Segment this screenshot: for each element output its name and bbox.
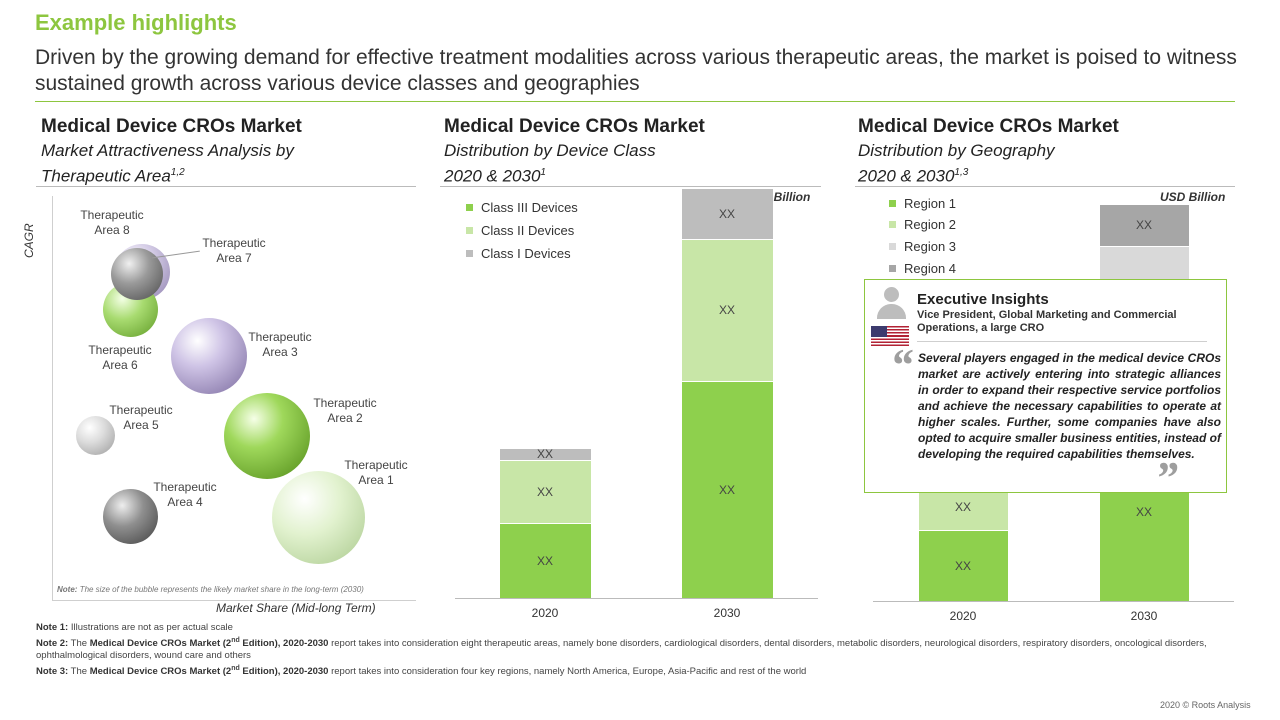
insight-quote: Several players engaged in the medical d…	[918, 351, 1221, 461]
legend-swatch	[466, 204, 473, 211]
panel3-title: Medical Device CROs Market	[858, 116, 1119, 137]
us-flag-icon	[871, 326, 909, 346]
device-class-chart: XX XX XX 2020 XX XX XX 2030	[455, 180, 818, 620]
legend-swatch	[889, 200, 896, 207]
notes: Note 1: Illustrations are not as per act…	[36, 622, 1236, 678]
insight-divider	[917, 341, 1207, 342]
bar-segment-2020-class-i-devices: XX	[499, 447, 591, 462]
bar-value-label: XX	[536, 484, 553, 499]
insight-title: Executive Insights	[917, 291, 1049, 308]
panel3-subtitle-line2: 2020 & 20301,3	[858, 166, 969, 186]
footer-copyright: 2020 © Roots Analysis	[1160, 700, 1251, 710]
legend-region-4: Region 4	[889, 258, 956, 278]
bar-segment-2030-class-ii-devices: XX	[681, 238, 773, 381]
legend-class-i: Class I Devices	[466, 242, 578, 265]
insight-role: Vice President, Global Marketing and Com…	[917, 309, 1177, 334]
panel3-legend: Region 1 Region 2 Region 3 Region 4	[889, 193, 956, 278]
page-title: Example highlights	[35, 10, 237, 35]
note-2: Note 2: The Medical Device CROs Market (…	[36, 636, 1207, 662]
bubble-area-4	[103, 489, 158, 544]
bubble-label-area-4: Therapeutic Area 4	[153, 480, 217, 509]
panel1-title: Medical Device CROs Market	[41, 116, 302, 137]
bar-value-label: XX	[1135, 504, 1152, 519]
panel2-subtitle-line1: Distribution by Device Class	[444, 141, 656, 160]
bubble-label-area-7: Therapeutic Area 7	[202, 236, 266, 265]
bar-segment-2030-class-iii-devices: XX	[681, 380, 773, 598]
bar-value-label: XX	[718, 206, 735, 221]
bubble-area-3	[171, 318, 247, 394]
legend-region-2: Region 2	[889, 214, 956, 235]
header-divider	[35, 101, 1235, 102]
close-quote-icon: ”	[1155, 452, 1178, 503]
bar-segment-2020-region-1: XX	[918, 529, 1008, 601]
panel3-divider	[855, 186, 1235, 187]
bubble-y-axis	[52, 196, 53, 600]
bar-value-label: XX	[718, 482, 735, 497]
x-tick-label-2030: 2030	[1130, 609, 1158, 623]
panel1-subtitle-line1: Market Attractiveness Analysis by	[41, 141, 294, 160]
bubble-area-2	[224, 393, 310, 479]
bar-value-label: XX	[1135, 218, 1152, 233]
bar-segment-2020-class-ii-devices: XX	[499, 460, 591, 523]
bar-segment-2020-class-iii-devices: XX	[499, 522, 591, 598]
panel2-subtitle-line2: 2020 & 20301	[444, 166, 546, 186]
panel2-divider	[440, 186, 821, 187]
bar-value-label: XX	[954, 558, 971, 573]
bar-value-label: XX	[536, 553, 553, 568]
legend-region-3: Region 3	[889, 235, 956, 258]
bubble-size-note: Note: The size of the bubble represents …	[57, 585, 364, 594]
x-tick-label-2020: 2020	[949, 609, 977, 623]
open-quote-icon: “	[890, 339, 913, 390]
legend-swatch	[466, 227, 473, 234]
bar-segment-2030-region-4: XX	[1099, 203, 1189, 246]
legend-swatch	[889, 221, 896, 228]
panel3-unit: USD Billion	[1160, 190, 1226, 204]
note-1: Note 1: Illustrations are not as per act…	[36, 622, 233, 633]
panel2-baseline	[455, 598, 818, 599]
panel1-divider	[36, 186, 416, 187]
bubble-x-axis-label: Market Share (Mid-long Term)	[216, 601, 376, 615]
executive-insight-box: Executive Insights Vice President, Globa…	[864, 279, 1227, 501]
bar-segment-2030-class-i-devices: XX	[681, 188, 773, 239]
panel3-subtitle-line1: Distribution by Geography	[858, 141, 1055, 160]
panel3-baseline	[873, 601, 1234, 602]
bubble-y-axis-label: CAGR	[22, 223, 36, 258]
legend-region-1: Region 1	[889, 193, 956, 214]
note-3: Note 3: The Medical Device CROs Market (…	[36, 664, 807, 677]
legend-class-iii: Class III Devices	[466, 196, 578, 219]
bubble-x-axis	[52, 600, 416, 601]
bubble-label-area-6: Therapeutic Area 6	[88, 343, 152, 372]
bar-value-label: XX	[718, 303, 735, 318]
person-icon	[872, 285, 910, 321]
bubble-label-area-1: Therapeutic Area 1	[344, 458, 408, 487]
bubble-label-area-3: Therapeutic Area 3	[248, 330, 312, 359]
bubble-label-area-2: Therapeutic Area 2	[313, 396, 377, 425]
bubble-area-1	[272, 471, 365, 564]
bubble-label-area-8: Therapeutic Area 8	[80, 208, 144, 237]
page-subtitle: Driven by the growing demand for effecti…	[35, 46, 1237, 95]
bar-value-label: XX	[536, 447, 553, 462]
legend-swatch	[889, 264, 896, 272]
panel1-subtitle-line2: Therapeutic Area1,2	[41, 166, 185, 186]
panel2-title: Medical Device CROs Market	[444, 116, 705, 137]
panel2-legend: Class III Devices Class II Devices Class…	[466, 196, 578, 265]
x-tick-label-2020: 2020	[531, 606, 559, 620]
legend-swatch	[889, 243, 896, 250]
bar-value-label: XX	[954, 500, 971, 515]
bubble-area-5	[76, 416, 115, 455]
x-tick-label-2030: 2030	[713, 606, 741, 620]
legend-swatch	[466, 250, 473, 257]
bubble-label-area-5: Therapeutic Area 5	[109, 403, 173, 432]
legend-class-ii: Class II Devices	[466, 219, 578, 242]
